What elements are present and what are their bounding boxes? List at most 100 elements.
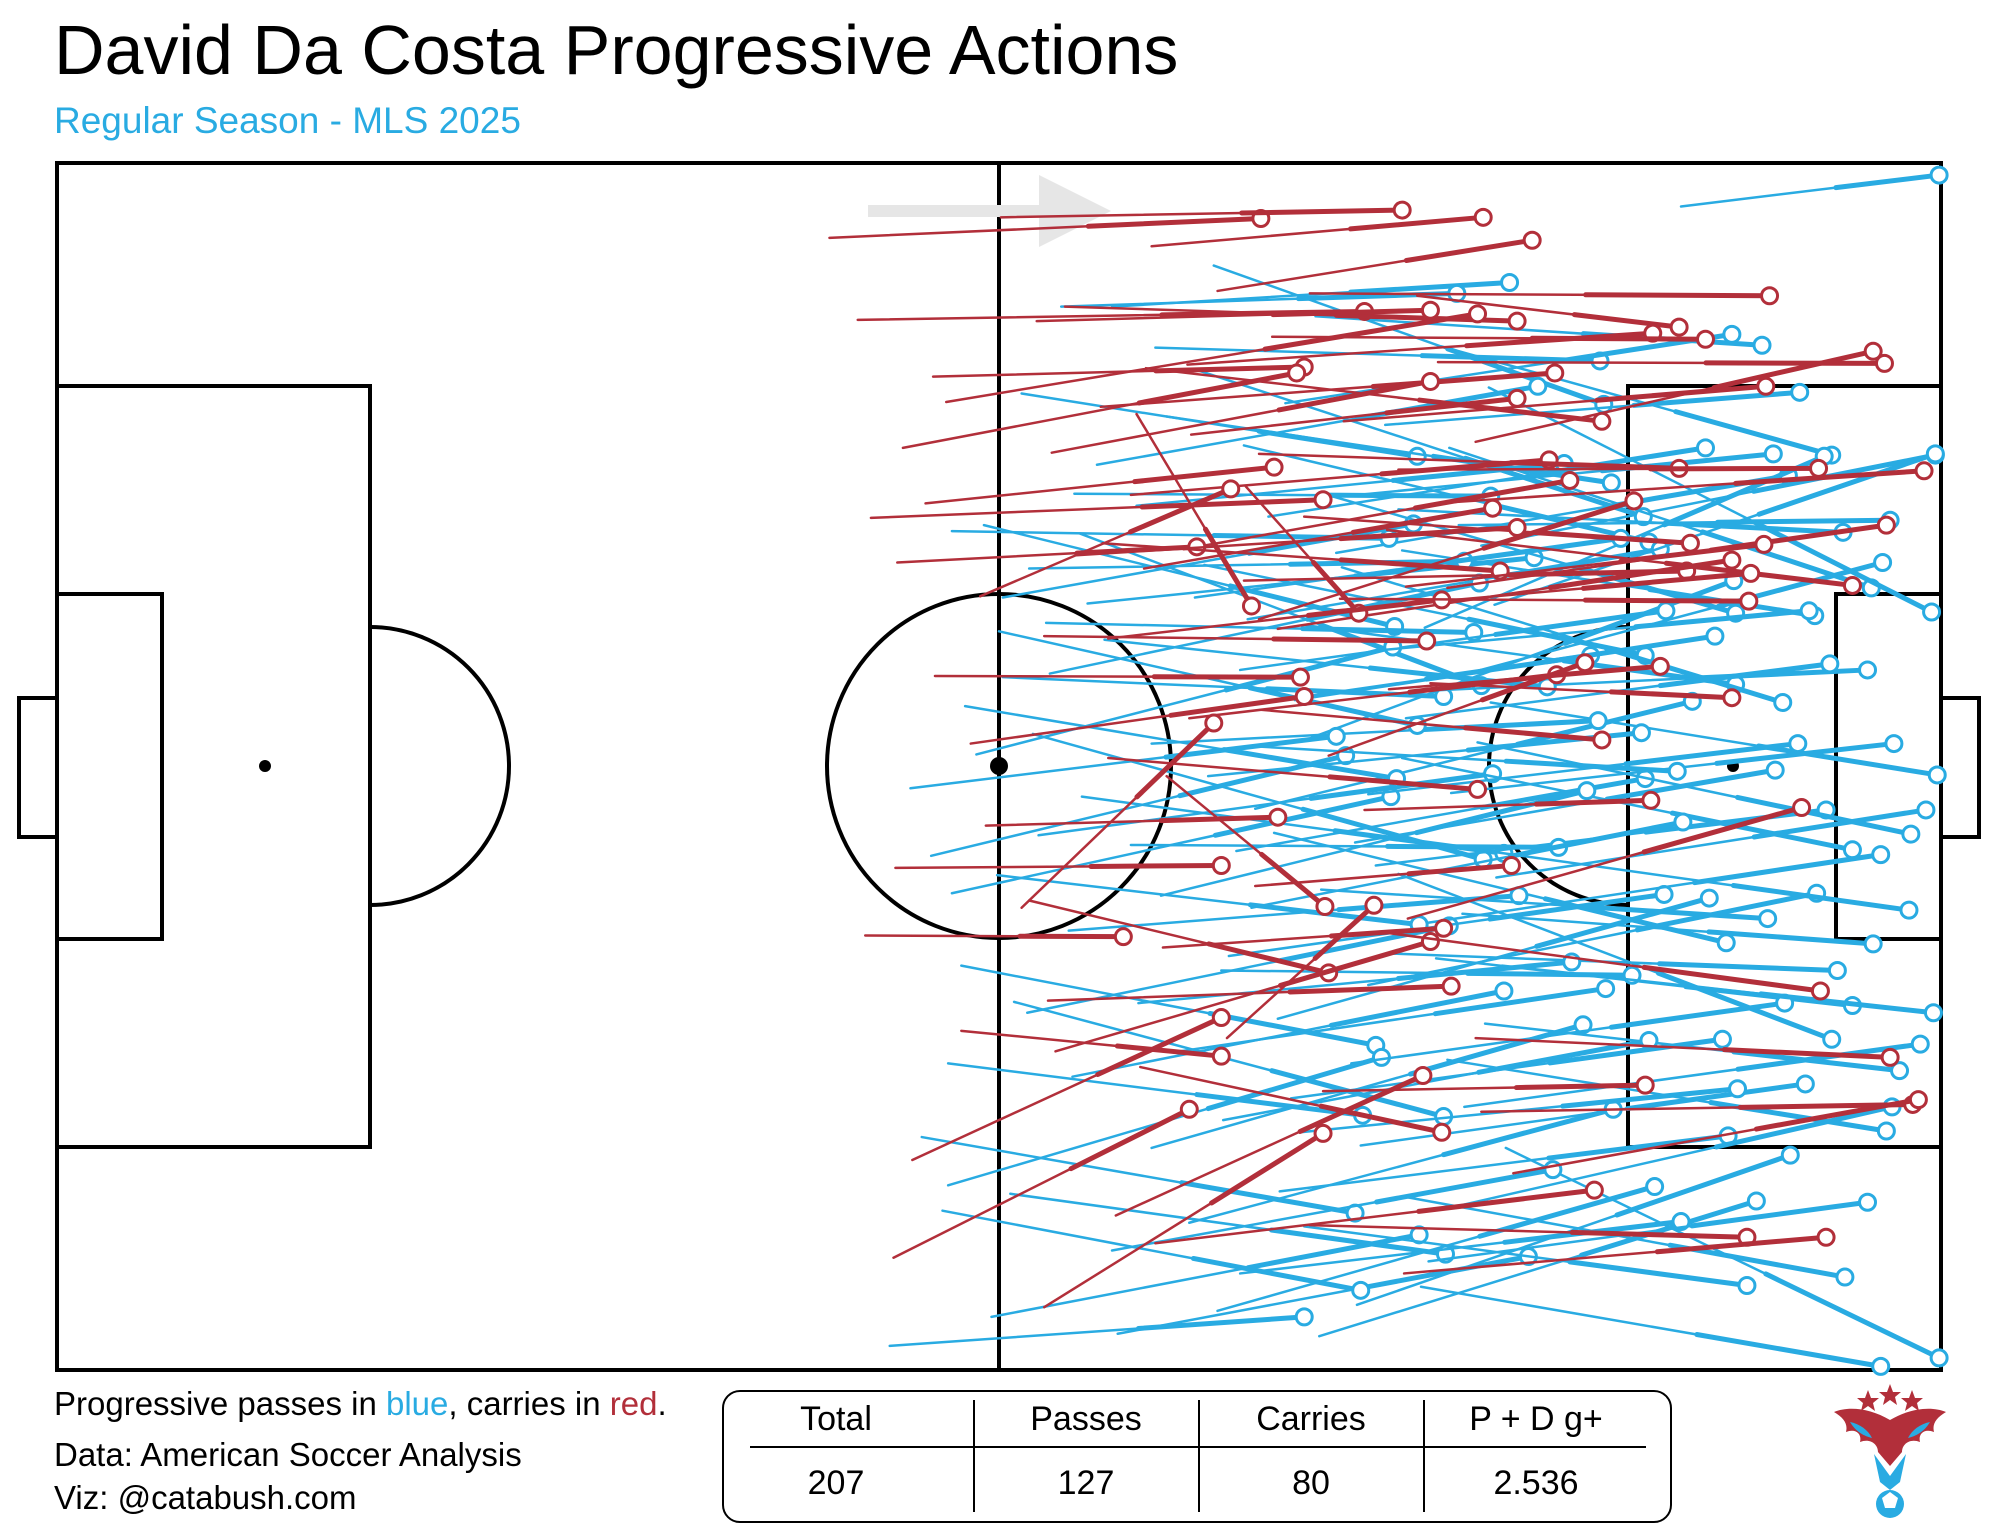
pass-line-end xyxy=(1623,741,1801,767)
carry-end-point xyxy=(1420,371,1440,391)
carry-end-point xyxy=(1507,388,1527,408)
carry-end-point xyxy=(1392,200,1412,220)
carry-line-end xyxy=(1068,1106,1192,1172)
carry-end-point xyxy=(1545,363,1565,383)
carry-end-point xyxy=(1315,897,1335,917)
carries-series xyxy=(828,200,1934,1309)
carry-end-point xyxy=(1268,807,1288,827)
stat-header: Carries xyxy=(1256,1400,1366,1438)
stat-value: 127 xyxy=(1057,1464,1115,1502)
pass-end-point xyxy=(1923,1003,1943,1023)
pass-end-point xyxy=(1716,933,1736,953)
carry-line-end xyxy=(1139,497,1326,510)
carry-line-end xyxy=(1206,941,1332,976)
pass-line-end xyxy=(1268,1227,1449,1257)
carry-line-end xyxy=(1641,805,1805,855)
carry-line-end xyxy=(1733,468,1927,486)
carry-end-point xyxy=(1204,713,1224,733)
pass-end-point xyxy=(1873,553,1893,573)
pass-end-point xyxy=(1737,1276,1757,1296)
pass-end-point xyxy=(1601,473,1621,493)
passes-series xyxy=(888,165,1949,1376)
carry-end-point xyxy=(1501,855,1521,875)
pass-end-point xyxy=(1901,824,1921,844)
pass-end-point xyxy=(1722,324,1742,344)
carry-end-point xyxy=(1211,855,1231,875)
carry-line-end xyxy=(1136,370,1300,406)
carry-line-end xyxy=(1580,570,1754,591)
pass-line-end xyxy=(1264,686,1447,699)
legend-blue-word: blue xyxy=(385,1385,449,1422)
pass-line-end xyxy=(1367,665,1550,690)
pass-line-end xyxy=(1751,807,1929,840)
carry-end-point xyxy=(1842,575,1862,595)
carry-end-point xyxy=(1417,631,1437,651)
pass-end-point xyxy=(1294,1307,1314,1327)
carry-line-end xyxy=(1384,395,1520,416)
carry-end-point xyxy=(1211,1046,1231,1066)
pass-end-point xyxy=(1835,1267,1855,1287)
stats-divider xyxy=(1423,1400,1425,1512)
carry-line-end xyxy=(1128,486,1234,535)
carry-line-end xyxy=(1239,207,1405,216)
carry-end-point xyxy=(1641,790,1661,810)
pass-end-point xyxy=(1780,1145,1800,1165)
pass-end-point xyxy=(1899,900,1919,920)
pass-line-end xyxy=(1633,608,1812,630)
carry-end-point xyxy=(1264,457,1284,477)
carry-line-end xyxy=(1338,557,1503,574)
pass-line-end xyxy=(1417,718,1601,733)
carry-end-point xyxy=(1413,1065,1433,1085)
pass-end-point xyxy=(1746,1191,1766,1211)
stat-value: 80 xyxy=(1292,1464,1330,1502)
carry-line-end xyxy=(1277,939,1433,988)
legend-caption: Progressive passes in blue, carries in r… xyxy=(54,1385,667,1423)
pass-line-end xyxy=(1207,1010,1379,1048)
carry-end-point xyxy=(1290,667,1310,687)
pass-line-end xyxy=(1730,883,1912,913)
pass-end-point xyxy=(1758,909,1778,929)
carry-end-point xyxy=(1584,1180,1604,1200)
pass-end-point xyxy=(1351,1280,1371,1300)
pass-end-point xyxy=(1799,601,1819,621)
pass-line-end xyxy=(1758,991,1936,1016)
carry-end-point xyxy=(1179,1099,1199,1119)
pass-end-point xyxy=(1577,781,1597,801)
carry-line-end xyxy=(1305,597,1445,618)
pass-end-point xyxy=(1788,734,1808,754)
carry-end-point xyxy=(1592,730,1612,750)
pass-line-end xyxy=(1715,517,1893,525)
pass-line-end xyxy=(1465,730,1644,753)
carry-line-end xyxy=(1547,557,1735,591)
legend-prefix: Progressive passes in xyxy=(54,1385,386,1422)
pass-end-point xyxy=(1922,602,1942,622)
pass-line-end xyxy=(1395,959,1575,981)
carry-end-point xyxy=(1908,1090,1928,1110)
data-credit: Data: American Soccer Analysis xyxy=(54,1436,522,1473)
carry-line-end xyxy=(1403,237,1535,264)
carry-end-point xyxy=(1810,981,1830,1001)
pass-line-end xyxy=(1625,1081,1808,1112)
pass-end-point xyxy=(1916,800,1936,820)
carry-line-end xyxy=(1350,505,1496,535)
pass-line-end xyxy=(1247,685,1420,728)
carry-end-point xyxy=(1221,479,1241,499)
eagle-soccer-crest-icon xyxy=(1834,1384,1946,1518)
pass-end-point xyxy=(1890,1061,1910,1081)
pass-line-end xyxy=(1465,970,1635,978)
pass-end-point xyxy=(1696,438,1715,458)
carry-line-end xyxy=(1287,983,1454,995)
carry-line-end xyxy=(1327,774,1481,792)
carry-line-end xyxy=(1594,383,1769,403)
chart-subtitle: Regular Season - MLS 2025 xyxy=(54,100,521,141)
pass-line-end xyxy=(1348,279,1513,295)
pitch-chart xyxy=(17,161,1981,1376)
pass-line-end xyxy=(1177,753,1349,799)
pass-line-end xyxy=(1432,986,1609,1017)
carry-end-point xyxy=(1809,458,1829,478)
carry-line-end xyxy=(1132,464,1277,485)
pass-line-end xyxy=(1657,961,1840,973)
carry-end-point xyxy=(1792,798,1812,818)
pass-end-point xyxy=(1671,1212,1691,1232)
pass-end-point xyxy=(1728,1079,1748,1099)
